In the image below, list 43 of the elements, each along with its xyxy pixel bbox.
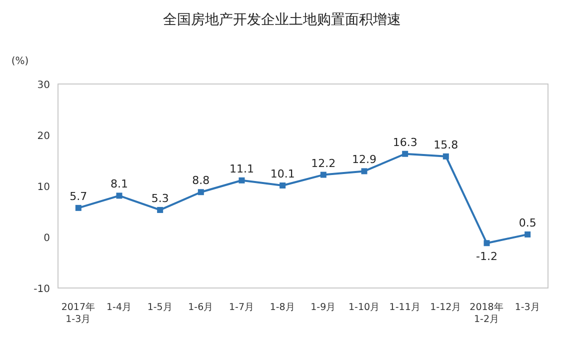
point bbox=[524, 231, 531, 238]
point bbox=[198, 189, 204, 196]
point bbox=[361, 168, 368, 174]
y-tick-label: 10 bbox=[37, 182, 50, 193]
point bbox=[157, 206, 164, 213]
data-label: 12.9 bbox=[352, 153, 376, 166]
x-tick-label: 2017年 1-3月 bbox=[61, 301, 96, 325]
data-label: 16.3 bbox=[392, 136, 418, 149]
point bbox=[280, 182, 286, 188]
x-tick-label: 2018年 1-2月 bbox=[470, 301, 504, 325]
point bbox=[238, 177, 245, 184]
data-label: 15.8 bbox=[434, 138, 458, 152]
data-label: -1.2 bbox=[476, 250, 498, 264]
data-label: 10.1 bbox=[270, 167, 295, 180]
point bbox=[320, 172, 326, 178]
x-tick-label: 1-5月 bbox=[147, 302, 173, 313]
x-tick-label: 1-9月 bbox=[310, 302, 336, 313]
chart-title: 全国房地产开发企业土地购置面积增速 bbox=[163, 12, 401, 28]
x-tick-label: 1-8月 bbox=[270, 302, 296, 313]
x-tick-label: 1-11月 bbox=[389, 302, 421, 313]
data-label: 8.1 bbox=[110, 178, 128, 191]
y-tick-label: 0 bbox=[44, 233, 50, 244]
data-label: 12.2 bbox=[311, 156, 336, 170]
data-label: 11.1 bbox=[230, 162, 254, 176]
point bbox=[484, 240, 490, 246]
x-tick-label: 1-6月 bbox=[188, 302, 214, 313]
y-tick-label: -10 bbox=[34, 284, 50, 295]
point bbox=[402, 150, 408, 157]
y-tick-label: 30 bbox=[37, 80, 50, 91]
x-tick-label: 1-7月 bbox=[228, 302, 255, 313]
y-tick-label: 20 bbox=[37, 131, 50, 142]
x-tick-label: 1-12月 bbox=[430, 302, 462, 313]
x-tick-label: 1-4月 bbox=[106, 302, 132, 313]
data-label: 8.8 bbox=[192, 174, 210, 188]
data-label: 0.5 bbox=[518, 216, 536, 230]
point bbox=[75, 204, 82, 211]
point bbox=[116, 192, 122, 199]
x-tick-label: 1-10月 bbox=[348, 302, 380, 313]
y-axis-title: (%) bbox=[11, 56, 29, 67]
x-tick-label: 1-3月 bbox=[514, 302, 540, 313]
data-label: 5.7 bbox=[70, 190, 88, 203]
point bbox=[442, 153, 449, 160]
data-label: 5.3 bbox=[151, 192, 169, 205]
